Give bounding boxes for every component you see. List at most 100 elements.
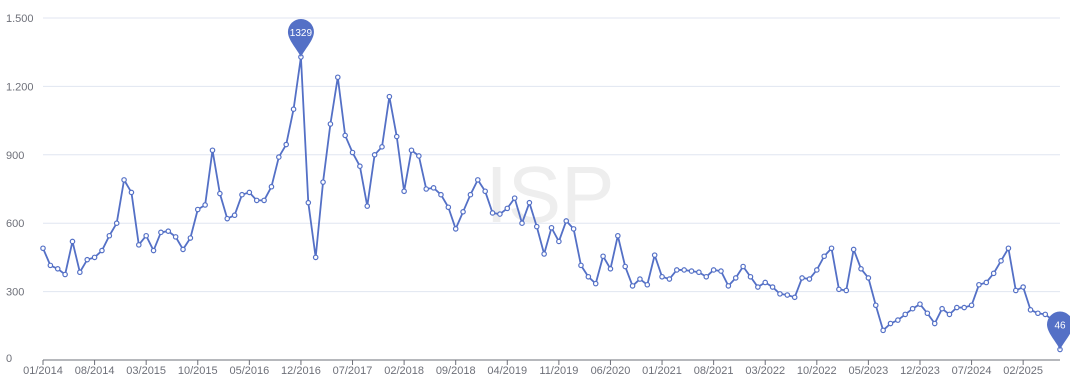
x-tick-label: 07/2024 — [952, 365, 992, 377]
data-point — [150, 247, 157, 254]
data-point — [511, 195, 518, 201]
x-tick-label: 07/2017 — [333, 365, 373, 377]
data-point — [961, 304, 967, 311]
data-point — [570, 226, 577, 232]
data-point — [276, 154, 282, 160]
data-point — [475, 177, 481, 183]
data-point — [681, 267, 687, 273]
pin-shape — [1047, 311, 1070, 350]
data-point — [408, 147, 415, 154]
data-point — [445, 204, 452, 211]
data-point — [858, 265, 864, 272]
data-point — [1020, 284, 1026, 290]
data-point — [84, 256, 91, 263]
y-tick-label: 1.500 — [6, 13, 34, 25]
data-point — [762, 279, 769, 286]
data-point — [563, 218, 570, 224]
data-point — [725, 283, 732, 289]
data-point — [895, 317, 901, 323]
data-point — [998, 258, 1004, 264]
data-point — [62, 271, 68, 278]
x-tick-label: 04/2019 — [487, 365, 527, 377]
data-point — [69, 238, 76, 245]
data-point — [769, 284, 776, 290]
data-point — [696, 269, 702, 276]
data-point — [180, 246, 186, 253]
data-point — [106, 232, 113, 239]
data-point — [1012, 287, 1019, 294]
data-point — [320, 179, 326, 185]
data-point — [438, 191, 444, 198]
data-point — [791, 294, 798, 301]
x-tick-label: 08/2021 — [694, 365, 734, 377]
x-tick-label: 12/2016 — [281, 365, 321, 377]
data-point — [128, 189, 135, 196]
data-point — [386, 93, 393, 100]
x-tick-label: 01/2014 — [23, 365, 63, 377]
data-point — [77, 269, 83, 276]
data-point — [401, 188, 407, 195]
data-point — [976, 281, 982, 288]
x-tick-label: 12/2023 — [900, 365, 940, 377]
data-point — [585, 273, 592, 280]
y-tick-label: 600 — [6, 218, 24, 230]
data-point — [740, 263, 746, 270]
data-point — [556, 238, 562, 245]
data-point — [312, 254, 319, 261]
data-point — [755, 284, 761, 290]
data-point — [519, 220, 525, 227]
data-point — [54, 265, 61, 272]
data-point — [246, 189, 253, 196]
data-point — [489, 210, 496, 216]
data-point — [504, 205, 511, 212]
data-point — [305, 199, 312, 206]
data-point — [47, 262, 54, 269]
watermark-text: ISP — [486, 150, 615, 239]
data-point — [1005, 245, 1012, 252]
data-point — [423, 186, 430, 192]
data-point — [202, 202, 208, 208]
data-point — [187, 235, 194, 241]
data-point — [533, 223, 540, 230]
data-point — [460, 209, 466, 215]
data-point — [909, 305, 916, 312]
data-point — [799, 275, 805, 281]
x-tick-label: 10/2015 — [178, 365, 218, 377]
data-point — [1042, 311, 1049, 318]
data-point — [666, 276, 673, 282]
x-tick-label: 02/2018 — [384, 365, 424, 377]
data-point — [268, 183, 275, 190]
data-point — [843, 287, 850, 294]
data-point — [673, 267, 680, 273]
data-point — [430, 185, 437, 191]
x-tick-label: 09/2018 — [436, 365, 476, 377]
data-point — [231, 212, 238, 219]
data-point — [113, 220, 120, 227]
data-point — [172, 234, 179, 240]
x-tick-label: 01/2021 — [642, 365, 682, 377]
data-point — [865, 275, 872, 281]
data-point — [607, 265, 614, 272]
data-point — [209, 147, 216, 154]
data-point — [718, 268, 724, 274]
pin-shape — [287, 18, 314, 57]
data-point — [217, 190, 223, 197]
pin-label: 46 — [1054, 321, 1066, 332]
min-value-pin: 46 — [1047, 311, 1070, 350]
data-point — [784, 292, 791, 298]
data-point — [364, 203, 371, 209]
y-tick-label: 900 — [6, 150, 24, 162]
data-point — [261, 197, 267, 204]
data-point — [239, 191, 245, 198]
data-point — [806, 276, 813, 282]
data-point — [902, 311, 909, 318]
data-point — [121, 177, 127, 183]
data-point — [732, 275, 739, 281]
x-tick-label: 10/2022 — [797, 365, 837, 377]
data-point — [659, 273, 665, 280]
data-point — [777, 291, 783, 297]
y-axis: 0 300 600 900 1.200 1.500 — [6, 13, 34, 365]
data-point — [253, 197, 260, 204]
data-point — [931, 320, 938, 327]
data-point — [651, 252, 658, 258]
